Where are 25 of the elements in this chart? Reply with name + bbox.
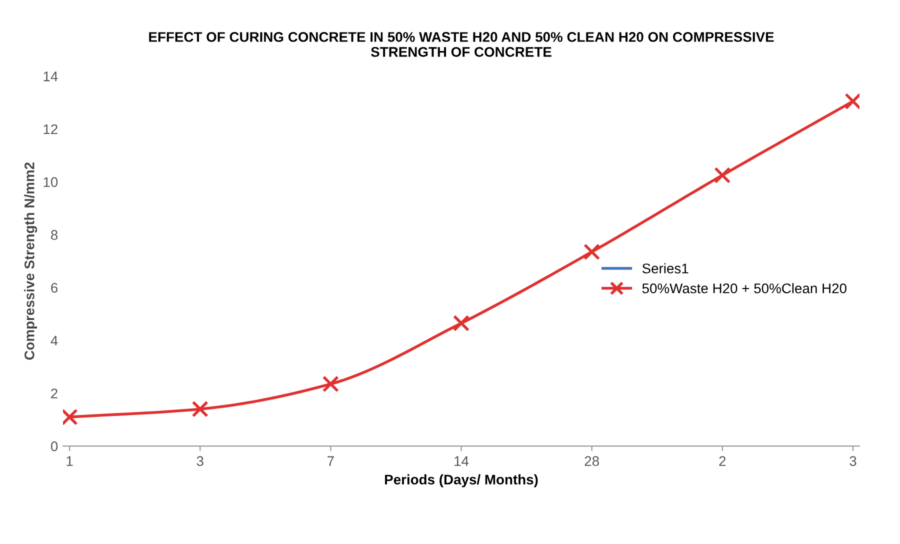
y-tick-label: 10	[44, 177, 58, 188]
chart-title: EFFECT OF CURING CONCRETE IN 50% WASTE H20 AND 50% CLEAN H20 ON COMPRESSIVE STRENGTH OF CONCRETE	[149, 32, 774, 57]
x-tick-label: 3	[196, 456, 204, 466]
x-tick-label: 14	[454, 456, 469, 466]
point	[583, 244, 600, 260]
y-axis-title: Compressive Strength N/mm2	[24, 162, 38, 360]
point	[322, 376, 340, 392]
point	[192, 400, 208, 418]
legend-label: 50%Waste H20 + 50%Clean H20	[642, 283, 846, 294]
x-tick-label: 2	[719, 456, 726, 466]
legend-label: Series1	[642, 263, 688, 274]
point	[714, 166, 731, 184]
y-tick-label: 6	[51, 282, 58, 293]
y-tick-label: 4	[50, 336, 58, 346]
x-tick-label: 1	[66, 456, 73, 466]
x-tick-label: 7	[328, 456, 334, 466]
x-tick-label: 28	[584, 456, 599, 466]
y-tick-label: 0	[50, 441, 58, 452]
point	[452, 314, 470, 332]
y-tick-label: 2	[51, 388, 58, 398]
y-tick-label: 8	[51, 230, 58, 240]
y-tick-label: 12	[44, 124, 58, 134]
x-tick-label: 3	[850, 456, 856, 466]
x-axis-title: Periods (Days/ Months)	[385, 474, 538, 488]
y-tick-label: 14	[44, 72, 58, 82]
